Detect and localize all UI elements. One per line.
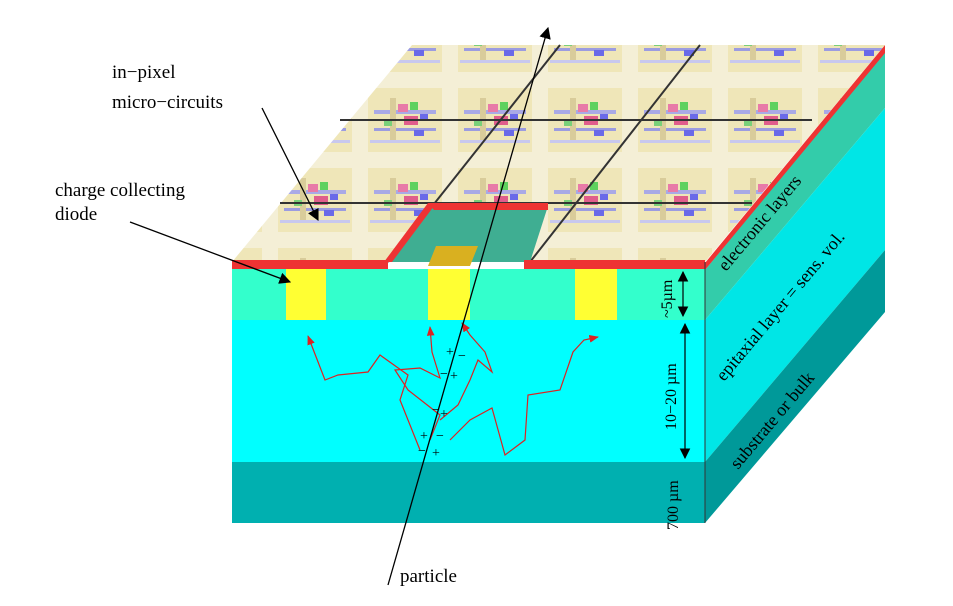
epitaxial-layer-front [232,320,705,462]
charge-plus: + [432,446,440,461]
diode-left [286,269,326,320]
particle-label: particle [400,566,457,587]
dim-label-electronic: ~5µm [659,279,676,318]
charge-minus: − [440,367,448,382]
diode-label-line2: diode [55,204,97,225]
charge-plus: + [420,429,428,444]
charge-plus: + [440,407,448,422]
substrate-layer-front [232,462,705,523]
dim-label-substrate: 700 µm [665,480,682,530]
red-edge-well-top [428,203,548,210]
collection-well-cutout [388,206,548,262]
top-face-pixels [232,45,885,262]
particle-track [387,26,551,586]
charge-minus: − [418,444,426,459]
side-substrate-layer [705,250,885,523]
charge-plus: + [446,345,454,360]
red-edge-left [232,260,388,269]
side-electronic-layer [705,50,885,320]
charge-drift-paths [307,322,599,457]
side-epitaxial-layer [705,108,885,462]
dim-label-epitaxial: 10−20 µm [663,363,680,430]
red-edge-right [524,260,705,269]
red-edge-well [384,203,434,262]
charge-minus: − [432,403,440,418]
in-pixel-label-line1: in−pixel [112,62,176,83]
charge-minus: − [436,429,444,444]
charge-plus: + [450,369,458,384]
in-pixel-pointer [261,107,319,222]
in-pixel-label-line2: micro−circuits [112,92,223,113]
charge-signs: + − − + − + + − − + [418,345,466,461]
diode-right [575,269,617,320]
diode-center [428,269,470,320]
side-red-edge [705,45,885,270]
diode-pointer [129,221,292,284]
diode-label-line1: charge collecting [55,180,185,201]
diode-top [428,246,478,266]
charge-minus: − [458,349,466,364]
